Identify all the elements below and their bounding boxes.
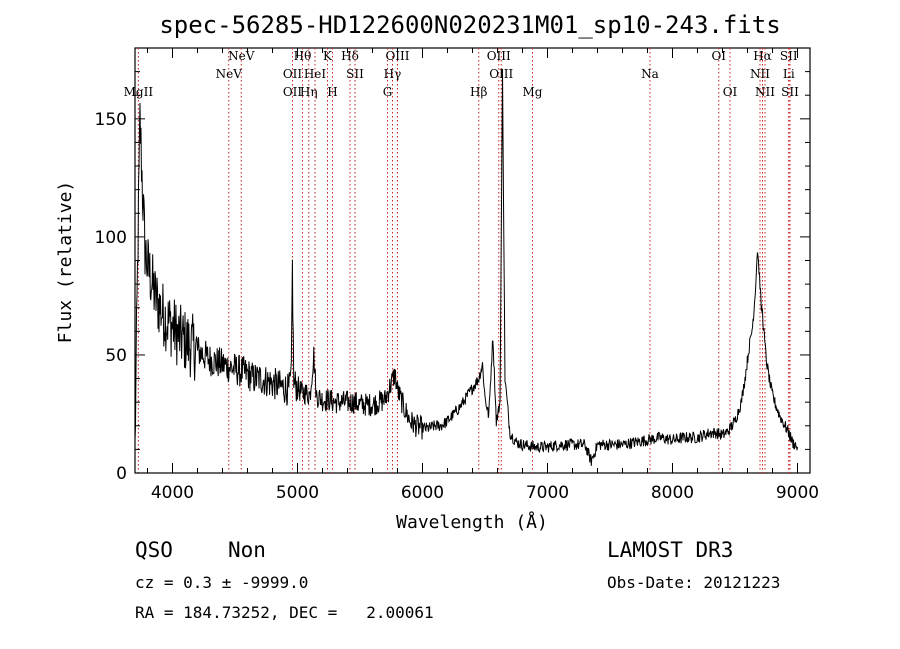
x-tick-label: 4000 — [151, 483, 194, 503]
x-tick-label: 7000 — [526, 483, 569, 503]
y-tick-label: 150 — [95, 110, 127, 130]
ra-dec-coords: RA = 184.73252, DEC = 2.00061 — [135, 603, 434, 622]
object-class: QSO — [135, 538, 173, 562]
line-label: Hγ — [384, 67, 402, 81]
y-tick-label: 100 — [95, 228, 127, 248]
survey-name: LAMOST DR3 — [607, 538, 734, 562]
line-label: Hη — [300, 85, 318, 99]
y-axis-label: Flux (relative) — [55, 181, 76, 344]
line-label: Hβ — [470, 85, 487, 99]
line-label: Hδ — [341, 49, 359, 63]
chart-title: spec-56285-HD122600N020231M01_sp10-243.f… — [159, 11, 780, 39]
redshift-cz: cz = 0.3 ± -9999.0 — [135, 573, 309, 592]
line-label: NII — [755, 85, 775, 99]
line-label: Na — [641, 67, 659, 81]
line-label: NeV — [216, 67, 243, 81]
line-label: NII — [750, 67, 770, 81]
line-label: Mg — [523, 85, 543, 99]
line-label: MgII — [124, 85, 154, 99]
object-subclass: Non — [228, 538, 266, 562]
line-label: G — [383, 85, 393, 99]
obs-date: Obs-Date: 20121223 — [607, 573, 781, 592]
axis-ticks: 4000 5000 6000 7000 8000 9000 0 50 100 150 — [95, 48, 819, 503]
plot-frame — [134, 47, 811, 474]
line-label: SII — [346, 67, 364, 81]
x-tick-label: 6000 — [401, 483, 444, 503]
spectrum-line — [134, 68, 798, 466]
x-tick-label: 8000 — [651, 483, 694, 503]
line-label: HeI — [304, 67, 327, 81]
y-tick-label: 50 — [105, 346, 127, 366]
line-label: OI — [723, 85, 738, 99]
x-axis-label: Wavelength (Å) — [396, 511, 548, 533]
line-label: OII — [283, 85, 303, 99]
emission-line-markers — [137, 48, 791, 473]
x-tick-label: 9000 — [776, 483, 819, 503]
line-label: SII — [781, 85, 799, 99]
x-tick-label: 5000 — [276, 483, 319, 503]
line-label: NeV — [228, 49, 255, 63]
line-label: OI — [711, 49, 726, 63]
line-label: H — [327, 85, 337, 99]
line-label: OIII — [487, 49, 511, 63]
y-tick-label: 0 — [116, 464, 127, 484]
line-label: Li — [783, 67, 795, 81]
line-label: Hα — [753, 49, 772, 63]
line-label: SII — [780, 49, 798, 63]
line-label: K — [323, 49, 333, 63]
line-label: Hθ — [294, 49, 312, 63]
line-label: OIII — [385, 49, 409, 63]
line-label: OII — [283, 67, 303, 81]
line-label: OIII — [489, 67, 513, 81]
